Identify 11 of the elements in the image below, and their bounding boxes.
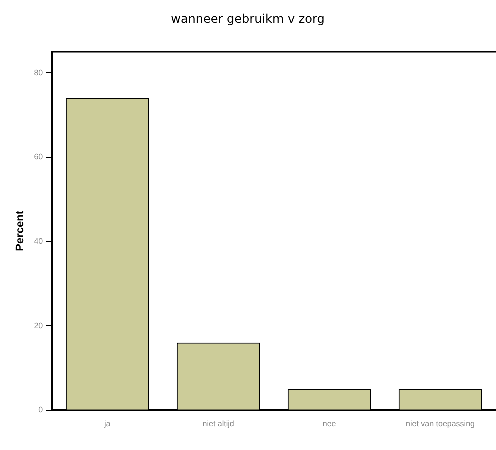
x-tick-label: nee (322, 419, 337, 428)
x-tick-label: niet altijd (202, 419, 234, 428)
x-tick-label: ja (103, 419, 112, 428)
y-tick-label: 20 (34, 321, 44, 330)
y-tick-label: 80 (34, 68, 44, 78)
y-tick-label: 40 (34, 236, 44, 246)
y-axis-title: Percent (14, 210, 27, 252)
x-tick-label: niet van toepassing (406, 419, 475, 428)
chart-title: wanneer gebruikm v zorg (170, 12, 326, 28)
y-tick-label: 0 (38, 406, 44, 415)
y-tick-label: 60 (34, 152, 44, 162)
